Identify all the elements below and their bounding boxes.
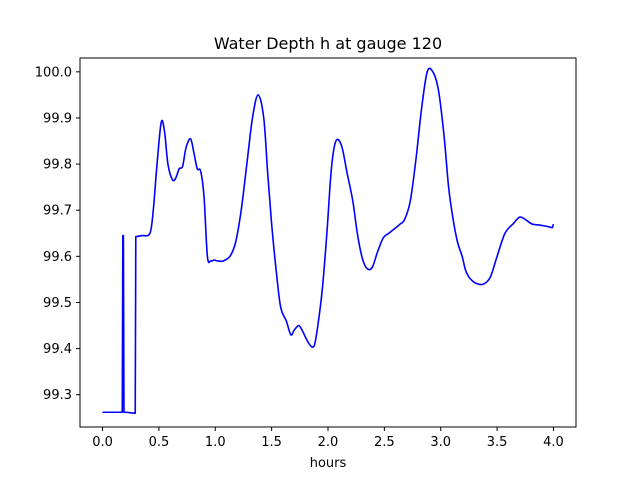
y-tick-label: 99.8 [43,158,72,173]
x-tick-label: 0.0 [92,435,113,450]
x-tick-label: 2.0 [318,435,339,450]
y-tick-label: 99.6 [43,250,72,265]
y-tick-label: 99.4 [43,342,72,357]
y-tick-label: 99.7 [43,204,72,219]
y-tick-label: 100.0 [35,65,72,80]
x-tick-label: 0.5 [149,435,170,450]
y-tick-label: 99.9 [43,111,72,126]
y-tick-label: 99.5 [43,296,72,311]
x-tick-label: 4.0 [543,435,564,450]
plot-area [80,58,576,427]
x-axis-title: hours [310,456,347,471]
y-axis-ticks: 99.3 99.4 99.5 99.6 99.7 99.8 99.9 100.0 [35,65,80,403]
chart-title: Water Depth h at gauge 120 [214,34,442,53]
series-line [102,67,555,414]
x-tick-label: 1.0 [205,435,226,450]
x-axis-ticks: 0.0 0.5 1.0 1.5 2.0 2.5 3.0 3.5 4.0 [92,427,564,450]
plot-frame [79,57,577,428]
x-tick-label: 3.5 [487,435,508,450]
y-tick-label: 99.3 [43,388,72,403]
series-layer [102,67,555,414]
x-tick-label: 2.5 [374,435,395,450]
x-tick-label: 3.0 [430,435,451,450]
x-tick-label: 1.5 [261,435,282,450]
